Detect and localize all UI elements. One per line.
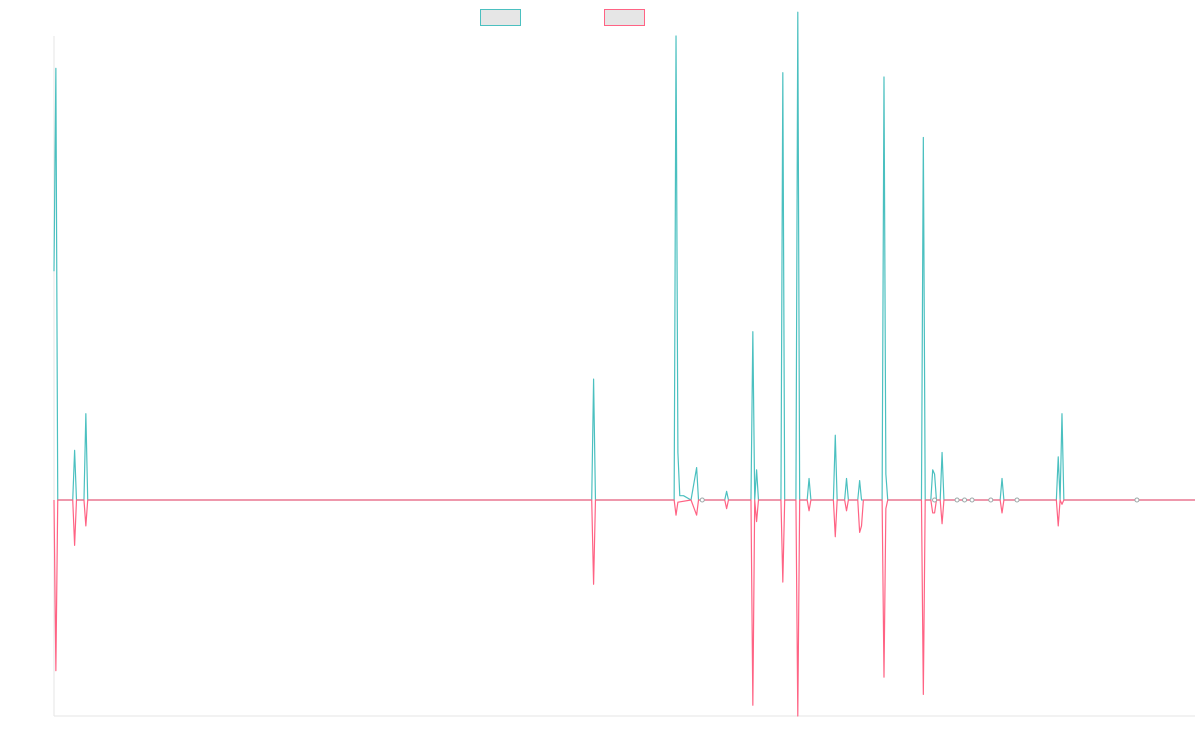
baseline-point-6 — [988, 497, 994, 503]
baseline-point-4 — [962, 497, 968, 503]
baseline-point-8 — [1134, 497, 1140, 503]
series-line-2 — [53, 499, 1195, 717]
legend-swatch-2 — [604, 9, 645, 26]
baseline-point-3 — [954, 497, 960, 503]
baseline-point-2 — [932, 497, 938, 503]
series-line-1 — [53, 11, 1195, 501]
legend-swatch-1 — [480, 9, 521, 26]
baseline-point-5 — [969, 497, 975, 503]
baseline-point-1 — [699, 497, 705, 503]
legend — [480, 9, 645, 26]
axes — [53, 36, 1195, 717]
baseline-point-7 — [1014, 497, 1020, 503]
series-layer — [53, 11, 1195, 717]
